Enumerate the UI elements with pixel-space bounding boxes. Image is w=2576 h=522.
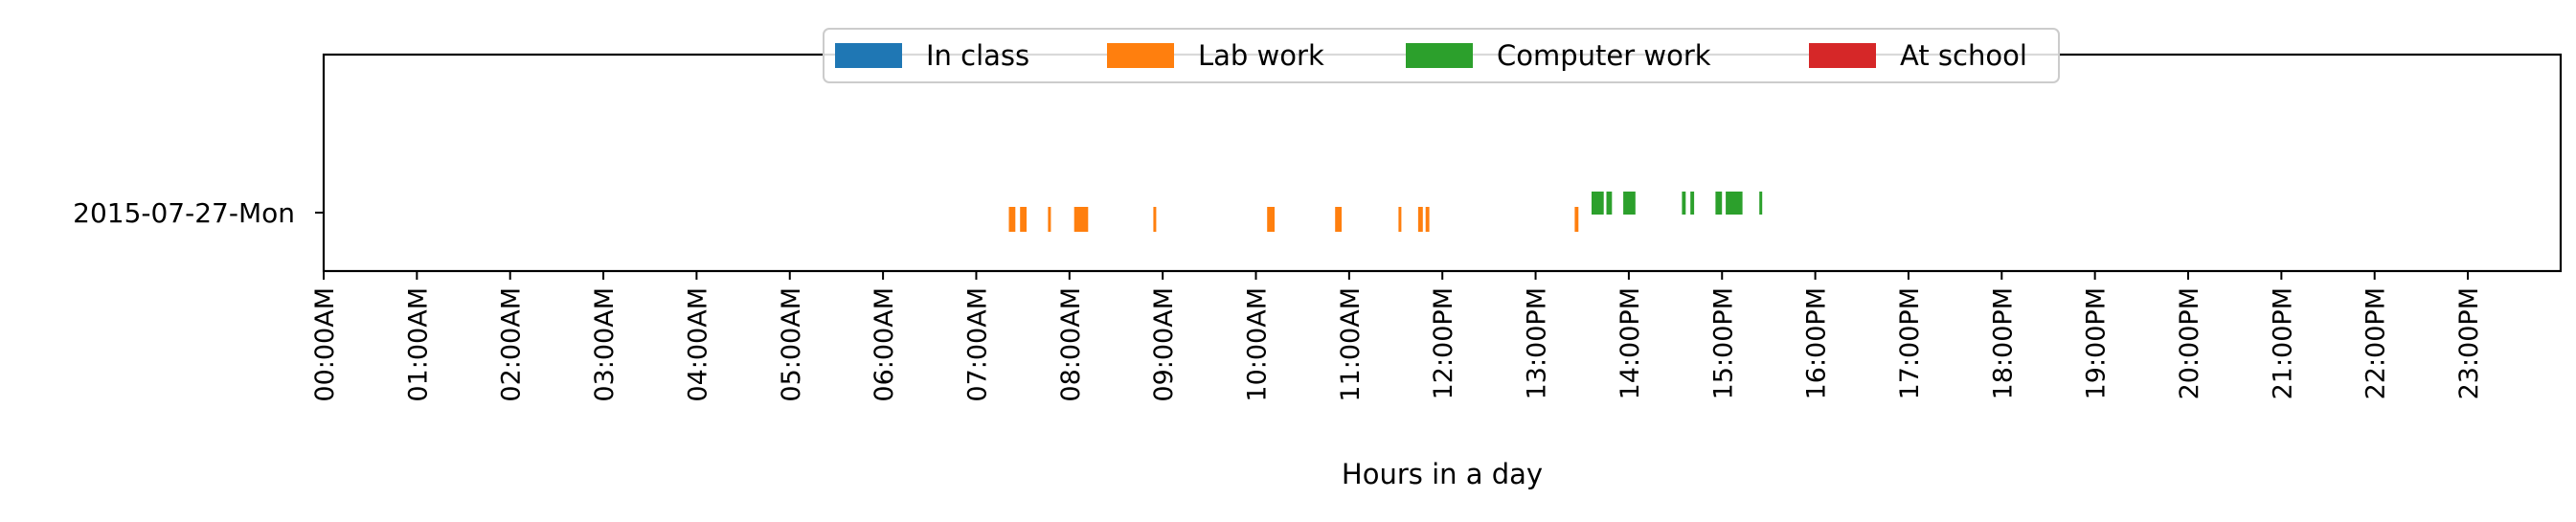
x-tick-label: 21:00PM — [2268, 287, 2297, 399]
x-tick-label: 00:00AM — [310, 287, 340, 402]
computer-work-bar — [1682, 192, 1686, 215]
x-tick-label: 14:00PM — [1616, 287, 1645, 399]
legend-swatch-lab-work — [1107, 43, 1174, 68]
legend-swatch-in-class — [835, 43, 902, 68]
computer-work-bar — [1726, 192, 1743, 215]
x-tick-label: 22:00PM — [2361, 287, 2391, 399]
x-tick-label: 10:00AM — [1243, 287, 1273, 402]
lab-work-bar — [1335, 207, 1342, 232]
activity-bars — [1008, 192, 1763, 232]
x-tick-label: 13:00PM — [1523, 287, 1552, 399]
legend-label-at-school: At school — [1900, 39, 2027, 72]
legend-label-in-class: In class — [926, 39, 1029, 72]
x-tick-label: 23:00PM — [2454, 287, 2484, 399]
legend-swatch-computer-work — [1406, 43, 1473, 68]
computer-work-bar — [1623, 192, 1636, 215]
x-axis-ticks: 00:00AM 01:00AM 02:00AM 03:00AM 04:00AM 05:00… — [310, 271, 2484, 402]
x-tick-label: 11:00AM — [1336, 287, 1366, 402]
x-tick-label: 05:00AM — [777, 287, 806, 402]
lab-work-bar — [1574, 207, 1579, 232]
x-tick-label: 06:00AM — [870, 287, 899, 402]
x-tick-label: 07:00AM — [962, 287, 992, 402]
x-tick-label: 20:00PM — [2175, 287, 2204, 399]
lab-work-bar — [1267, 207, 1275, 232]
computer-work-bar — [1759, 192, 1763, 215]
plot-area — [322, 53, 2563, 273]
x-axis-title: Hours in a day — [1342, 458, 1543, 490]
computer-work-bar — [1690, 192, 1695, 215]
lab-work-bar — [1008, 207, 1016, 232]
computer-work-bar — [1715, 192, 1723, 215]
x-tick-label: 15:00PM — [1708, 287, 1738, 399]
y-axis-ticks: 2015-07-27-Mon — [73, 197, 324, 229]
x-tick-label: 19:00PM — [2082, 287, 2112, 399]
legend-label-computer-work: Computer work — [1497, 39, 1711, 72]
computer-work-bar — [1592, 192, 1604, 215]
y-tick-label: 2015-07-27-Mon — [73, 197, 295, 229]
x-tick-label: 03:00AM — [590, 287, 620, 402]
x-tick-label: 02:00AM — [497, 287, 527, 402]
lab-work-bar — [1398, 207, 1402, 232]
lab-work-bar — [1048, 207, 1051, 232]
lab-work-bar — [1073, 207, 1089, 232]
x-tick-label: 08:00AM — [1056, 287, 1086, 402]
x-tick-label: 01:00AM — [403, 287, 433, 402]
x-tick-label: 17:00PM — [1895, 287, 1925, 399]
lab-work-bar — [1417, 207, 1423, 232]
legend-swatch-at-school — [1809, 43, 1876, 68]
x-tick-label: 04:00AM — [683, 287, 712, 402]
lab-work-bar — [1425, 207, 1430, 232]
x-tick-label: 18:00PM — [1988, 287, 2018, 399]
x-tick-label: 09:00AM — [1149, 287, 1179, 402]
legend: In class Lab work Computer work At school — [823, 28, 2060, 83]
x-tick-label: 12:00PM — [1429, 287, 1458, 399]
lab-work-bar — [1153, 207, 1157, 232]
legend-label-lab-work: Lab work — [1198, 39, 1324, 72]
lab-work-bar — [1020, 207, 1027, 232]
x-tick-label: 16:00PM — [1802, 287, 1832, 399]
computer-work-bar — [1606, 192, 1613, 215]
